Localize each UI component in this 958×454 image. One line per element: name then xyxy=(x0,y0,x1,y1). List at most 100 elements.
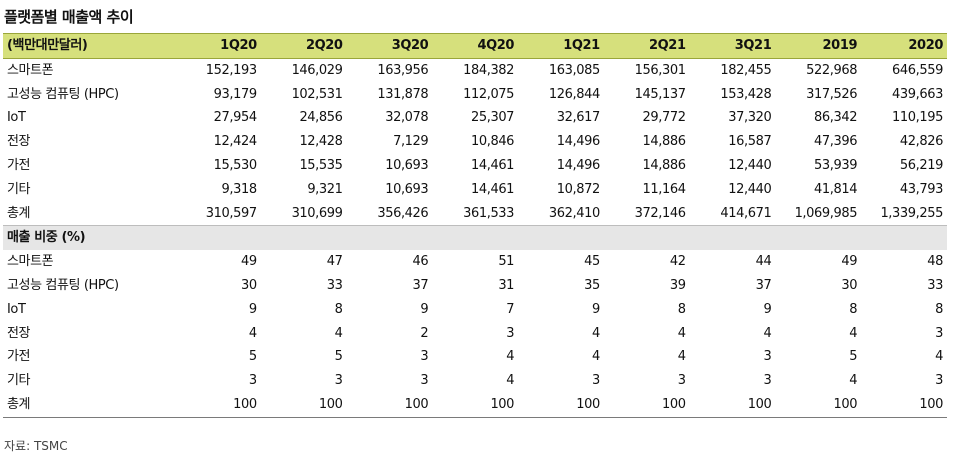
table-cell: 42,826 xyxy=(899,134,943,150)
table-cell: 2 xyxy=(420,325,429,341)
table-cell: 8 xyxy=(935,301,943,317)
row-label: IoT xyxy=(7,110,26,126)
table-cell: 4 xyxy=(849,373,858,389)
table-cell: 184,382 xyxy=(463,62,515,78)
row-label: 고성능 컴퓨팅 (HPC) xyxy=(7,86,119,102)
table-cell: 14,461 xyxy=(470,157,515,173)
table-cell: 100 xyxy=(175,392,261,418)
column-header: 1Q20 xyxy=(175,33,261,59)
table-cell: 152,193 xyxy=(205,62,257,78)
column-header: 2Q21 xyxy=(603,33,690,59)
table-cell: 41,814 xyxy=(814,181,858,197)
table-cell: 372,146 xyxy=(603,201,690,227)
table-cell: 1,069,985 xyxy=(775,201,862,227)
table-cell: 16,587 xyxy=(728,134,772,150)
table-cell: 29,772 xyxy=(642,110,686,126)
table-cell: 182,455 xyxy=(720,62,772,78)
table-cell: 47 xyxy=(326,254,343,270)
row-label: 가전 xyxy=(7,157,31,173)
table-cell: 9,321 xyxy=(307,181,343,197)
table-cell: 9 xyxy=(420,301,429,317)
row-label: 기타 xyxy=(7,373,31,389)
table-cell: 361,533 xyxy=(432,201,519,227)
table-cell: 7,129 xyxy=(393,134,429,150)
table-cell: 4 xyxy=(677,325,686,341)
table-cell: 39 xyxy=(669,277,686,293)
section-row: 매출 비중 (%) xyxy=(3,225,947,251)
table-cell: 163,956 xyxy=(377,62,429,78)
table-row: 총계 310,597 310,699 356,426 361,533 362,410 372… xyxy=(3,201,947,227)
table-cell: 100 xyxy=(775,392,862,418)
table-cell: 163,085 xyxy=(548,62,600,78)
table-cell: 131,878 xyxy=(377,86,429,102)
table-cell: 12,428 xyxy=(299,134,343,150)
table-cell: 1,339,255 xyxy=(861,201,947,227)
table-cell: 15,535 xyxy=(299,157,343,173)
table-cell: 30 xyxy=(841,277,858,293)
table-row: 전장 4 4 2 3 4 4 4 4 3 xyxy=(3,322,947,346)
table-cell: 362,410 xyxy=(518,201,604,227)
table-cell: 3 xyxy=(591,373,600,389)
table-cell: 126,844 xyxy=(548,86,600,102)
table-cell: 5 xyxy=(248,349,257,365)
table-cell: 8 xyxy=(849,301,858,317)
table-cell: 3 xyxy=(763,349,772,365)
table-row: 기타 3 3 3 4 3 3 3 4 3 xyxy=(3,369,947,393)
row-label: IoT xyxy=(7,301,26,317)
table-cell: 45 xyxy=(584,254,600,270)
table-cell: 9 xyxy=(591,301,600,317)
table-cell: 51 xyxy=(498,254,515,270)
table-cell: 37 xyxy=(755,277,772,293)
table-cell: 14,461 xyxy=(470,181,515,197)
table-cell: 53,939 xyxy=(814,157,858,173)
table-title: 플랫폼별 매출액 추이 xyxy=(4,8,134,26)
table-cell: 9 xyxy=(763,301,772,317)
unit-label: (백만대만달러) xyxy=(3,33,175,59)
table-header-row: (백만대만달러) 1Q20 2Q20 3Q20 4Q20 1Q21 2Q21 3… xyxy=(3,33,947,59)
table-cell: 4 xyxy=(506,349,515,365)
table-cell: 37 xyxy=(412,277,429,293)
table-cell: 4 xyxy=(763,325,772,341)
row-label: 고성능 컴퓨팅 (HPC) xyxy=(7,277,119,293)
table-row: 전장 12,424 12,428 7,129 10,846 14,496 14,886 16,… xyxy=(3,130,947,154)
column-header: 4Q20 xyxy=(432,33,519,59)
table-cell: 33 xyxy=(326,277,343,293)
table-row: 기타 9,318 9,321 10,693 14,461 10,872 11,164 12,4… xyxy=(3,178,947,202)
table-cell: 4 xyxy=(591,349,600,365)
table-cell: 100 xyxy=(260,392,347,418)
row-label: 기타 xyxy=(7,181,31,197)
row-label: 가전 xyxy=(7,349,31,365)
table-cell: 110,195 xyxy=(892,110,943,126)
table-cell: 25,307 xyxy=(470,110,515,126)
table-cell: 14,886 xyxy=(642,157,686,173)
share-section: 매출 비중 (%) xyxy=(3,225,947,251)
table-cell: 146,029 xyxy=(291,62,343,78)
table-cell: 3 xyxy=(420,349,429,365)
table-cell: 43,793 xyxy=(899,181,943,197)
revenue-body: 스마트폰 152,193 146,029 163,956 184,382 163,085 1… xyxy=(3,58,947,227)
table-cell: 310,597 xyxy=(175,201,261,227)
table-cell: 317,526 xyxy=(806,86,858,102)
table-cell: 4 xyxy=(677,349,686,365)
table-cell: 3 xyxy=(935,325,943,341)
table-cell: 37,320 xyxy=(728,110,772,126)
table-cell: 646,559 xyxy=(892,62,943,78)
table-cell: 33 xyxy=(927,277,943,293)
table-cell: 27,954 xyxy=(213,110,257,126)
table-cell: 49 xyxy=(241,254,257,270)
table-cell: 102,531 xyxy=(291,86,343,102)
table-cell: 5 xyxy=(849,349,858,365)
column-header: 2Q20 xyxy=(260,33,347,59)
table-cell: 100 xyxy=(861,392,947,418)
row-label: 전장 xyxy=(7,325,31,341)
table-cell: 8 xyxy=(334,301,343,317)
table-cell: 14,496 xyxy=(556,157,600,173)
table-row: IoT 27,954 24,856 32,078 25,307 32,617 29,772 3… xyxy=(3,106,947,130)
table-cell: 5 xyxy=(334,349,343,365)
table-cell: 100 xyxy=(689,392,776,418)
table-cell: 93,179 xyxy=(213,86,257,102)
table-cell: 522,968 xyxy=(806,62,858,78)
table-cell: 156,301 xyxy=(634,62,686,78)
table-cell: 15,530 xyxy=(213,157,257,173)
table-cell: 3 xyxy=(506,325,515,341)
